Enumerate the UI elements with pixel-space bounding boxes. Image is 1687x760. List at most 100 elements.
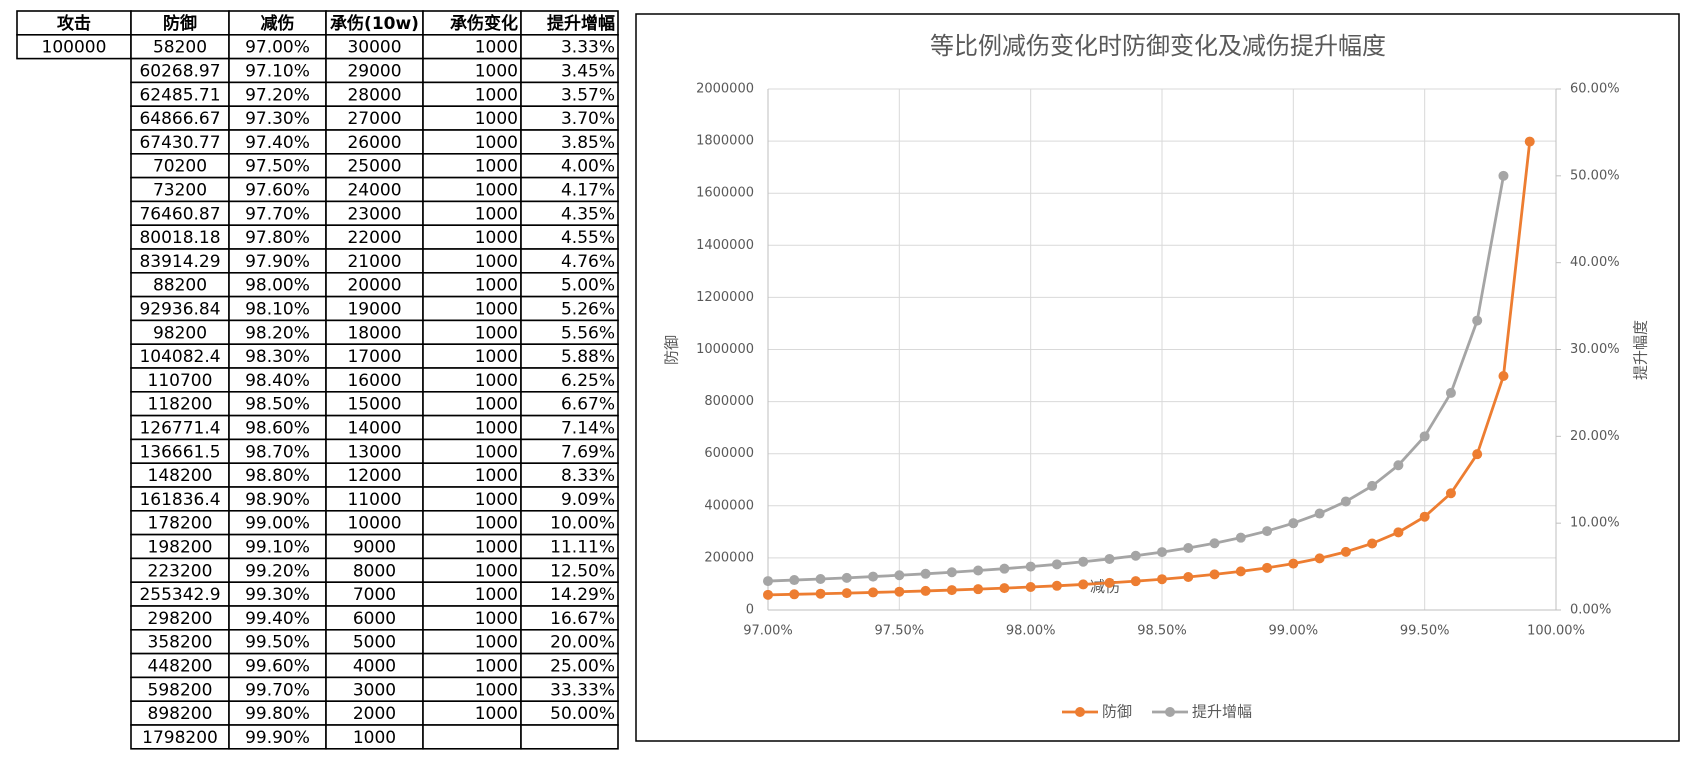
cell-text: 136661.5	[139, 442, 220, 462]
y-tick-label: 1000000	[696, 342, 754, 357]
point	[894, 586, 905, 597]
y-axis-title: 防御	[663, 335, 681, 365]
point	[1130, 576, 1141, 587]
cell-text: 5.26%	[561, 300, 615, 320]
cell-text: 118200	[148, 395, 213, 415]
cell-text: 1000	[475, 514, 518, 534]
point	[1209, 538, 1220, 549]
cell-text: 7.14%	[561, 419, 615, 439]
y2-tick-label: 60.00%	[1570, 82, 1620, 97]
cell-text: 4.17%	[561, 181, 615, 201]
cell-text: 16000	[347, 371, 401, 391]
table-cell	[422, 724, 522, 750]
cell-text: 4000	[353, 657, 396, 677]
cell-text: 1000	[475, 680, 518, 700]
point	[1419, 431, 1430, 442]
cell-text: 14.29%	[550, 585, 615, 605]
cell-text: 26000	[347, 133, 401, 153]
point	[1183, 571, 1194, 582]
cell-text: 7000	[353, 585, 396, 605]
cell-text: 24000	[347, 181, 401, 201]
point	[868, 587, 879, 598]
cell-text: 1000	[475, 609, 518, 629]
y2-tick-label: 50.00%	[1570, 168, 1620, 183]
cell-text: 76460.87	[139, 204, 220, 224]
cell-text: 99.20%	[245, 561, 310, 581]
legend-label: 提升增幅	[1192, 703, 1252, 721]
y-tick-label: 1200000	[696, 290, 754, 305]
cell-text: 1000	[475, 323, 518, 343]
cell-text: 1000	[475, 62, 518, 82]
cell-text: 4.35%	[561, 204, 615, 224]
point	[1262, 526, 1273, 537]
cell-text: 255342.9	[139, 585, 220, 605]
cell-text: 1000	[475, 466, 518, 486]
point	[763, 589, 773, 600]
cell-text: 223200	[148, 561, 213, 581]
cell-text: 2000	[353, 704, 396, 724]
point	[789, 589, 800, 600]
cell-text: 97.10%	[245, 62, 310, 82]
point	[789, 575, 800, 586]
y-tick-label: 1800000	[696, 134, 754, 149]
cell-text: 161836.4	[139, 490, 220, 510]
cell-text: 3000	[353, 680, 396, 700]
point	[946, 567, 957, 578]
cell-text: 64866.67	[139, 109, 220, 129]
cell-text: 448200	[148, 657, 213, 677]
cell-text: 20000	[347, 276, 401, 296]
cell-text: 298200	[148, 609, 213, 629]
cell-text: 33.33%	[550, 680, 615, 700]
cell-text: 防御	[163, 13, 197, 34]
cell-text: 98.70%	[245, 442, 310, 462]
cell-text: 6.25%	[561, 371, 615, 391]
cell-text: 1000	[475, 157, 518, 177]
cell-text: 1000	[475, 490, 518, 510]
cell-text: 1000	[475, 181, 518, 201]
y-tick-label: 1600000	[696, 186, 754, 201]
y-tick-label: 200000	[704, 550, 754, 565]
point	[1472, 315, 1483, 326]
y-tick-label: 800000	[704, 394, 754, 409]
cell-text: 67430.77	[139, 133, 220, 153]
cell-text: 25.00%	[550, 657, 615, 677]
legend-label: 防御	[1102, 703, 1132, 721]
cell-text: 28000	[347, 85, 401, 105]
point	[1104, 553, 1115, 564]
cell-text: 5000	[353, 633, 396, 653]
cell-text: 110700	[148, 371, 213, 391]
point	[1051, 559, 1062, 570]
point	[973, 565, 984, 576]
point	[1314, 553, 1325, 564]
cell-text: 5.56%	[561, 323, 615, 343]
cell-text: 8000	[353, 561, 396, 581]
point	[1419, 511, 1430, 522]
cell-text: 97.40%	[245, 133, 310, 153]
y2-tick-label: 10.00%	[1570, 516, 1620, 531]
cell-text: 5.88%	[561, 347, 615, 367]
cell-text: 1000	[475, 85, 518, 105]
point	[1524, 136, 1535, 147]
point	[1051, 580, 1062, 591]
cell-text: 97.60%	[245, 181, 310, 201]
point	[1393, 460, 1404, 471]
cell-text: 3.45%	[561, 62, 615, 82]
point	[868, 571, 879, 582]
cell-text: 97.50%	[245, 157, 310, 177]
cell-text: 11.11%	[550, 538, 615, 558]
cell-text: 98.20%	[245, 323, 310, 343]
cell-text: 98.10%	[245, 300, 310, 320]
cell-text: 178200	[148, 514, 213, 534]
point	[1235, 532, 1246, 543]
chart-title: 等比例减伤变化时防御变化及减伤提升幅度	[930, 32, 1386, 60]
cell-text: 98.90%	[245, 490, 310, 510]
cell-text: 10.00%	[550, 514, 615, 534]
cell-text: 7.69%	[561, 442, 615, 462]
cell-text: 9000	[353, 538, 396, 558]
cell-text: 97.30%	[245, 109, 310, 129]
x-tick-label: 100.00%	[1527, 624, 1585, 639]
point	[973, 584, 984, 595]
point	[1262, 562, 1273, 573]
cell-text: 126771.4	[139, 419, 220, 439]
point	[1367, 538, 1378, 549]
